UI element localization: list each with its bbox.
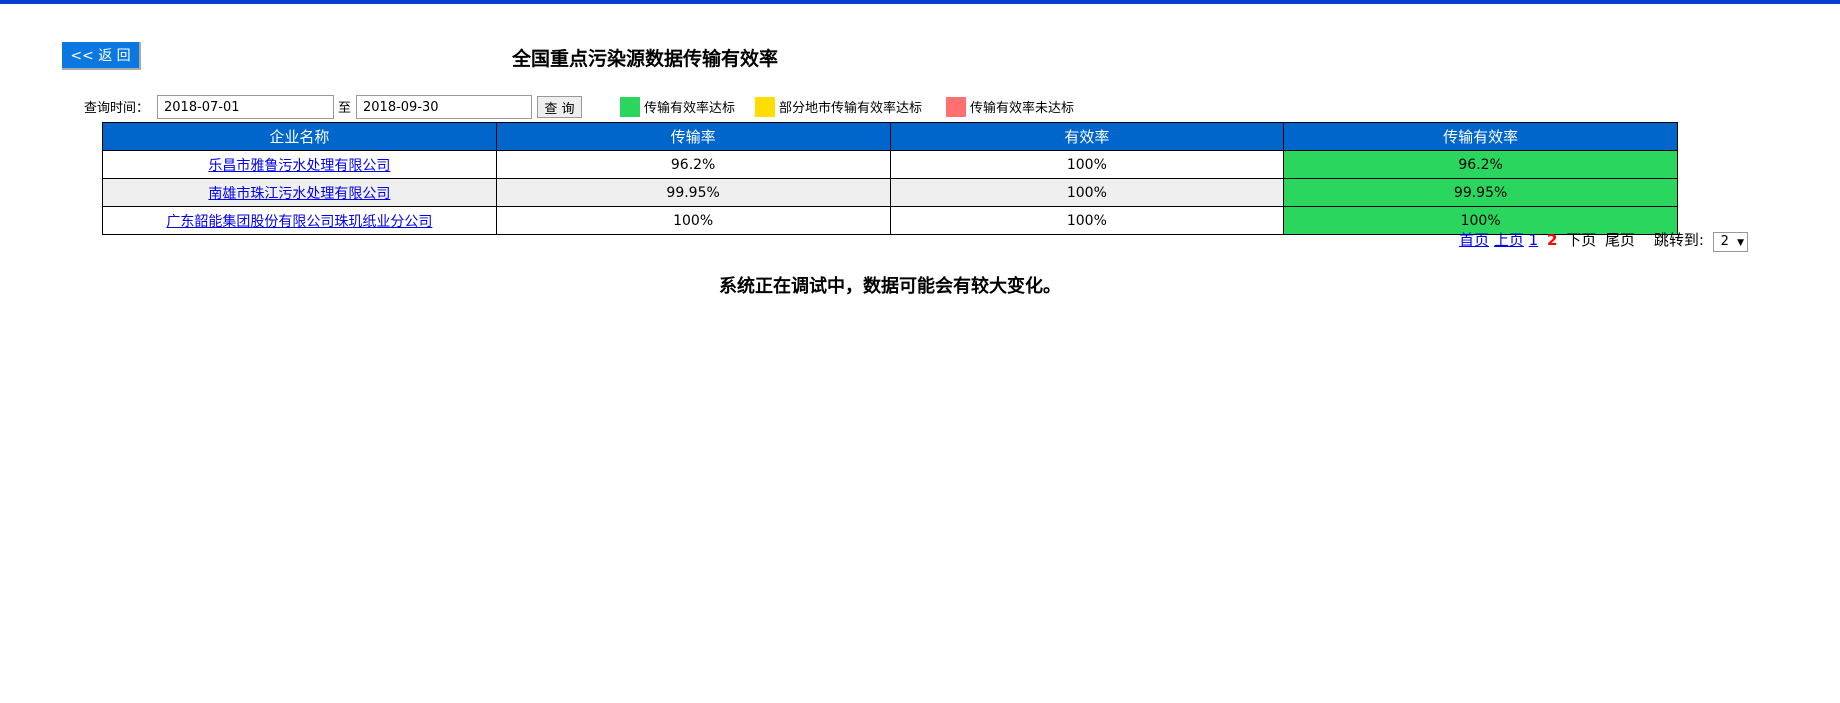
header-cell: 有效率 <box>889 122 1285 151</box>
validity-rate: 100% <box>889 178 1285 207</box>
jump-label: 跳转到: <box>1653 231 1704 249</box>
top-bar <box>0 0 1840 4</box>
query-label: 查询时间： <box>84 101 150 116</box>
company-link[interactable]: 南雄市珠江污水处理有限公司 <box>208 185 391 202</box>
header-cell: 传输有效率 <box>1283 122 1678 151</box>
page-select[interactable]: 2 ▼ <box>1712 232 1748 252</box>
back-button[interactable]: << 返 回 <box>62 42 141 70</box>
table-header: 企业名称 传输率 有效率 传输有效率 <box>102 122 1678 151</box>
table-row: 广东韶能集团股份有限公司珠玑纸业分公司 100% 100% 100% <box>102 206 1678 235</box>
to-label: 至 <box>338 101 352 116</box>
transmission-validity-rate: 96.2% <box>1283 150 1678 179</box>
header-cell: 企业名称 <box>102 122 497 151</box>
header-cell: 传输率 <box>495 122 891 151</box>
next-page-text: 下页 <box>1566 231 1597 249</box>
legend-label: 部分地市传输有效率达标 <box>779 101 923 116</box>
company-link[interactable]: 广东韶能集团股份有限公司珠玑纸业分公司 <box>166 213 433 230</box>
table-row: 南雄市珠江污水处理有限公司 99.95% 100% 99.95% <box>102 178 1678 207</box>
start-date-input[interactable] <box>157 95 334 119</box>
efficiency-table: 企业名称 传输率 有效率 传输有效率 乐昌市雅鲁污水处理有限公司 96.2% 1… <box>102 122 1678 235</box>
validity-rate: 100% <box>889 150 1285 179</box>
table-row: 乐昌市雅鲁污水处理有限公司 96.2% 100% 96.2% <box>102 150 1678 179</box>
transmission-validity-rate: 100% <box>1283 206 1678 235</box>
company-cell: 乐昌市雅鲁污水处理有限公司 <box>102 150 497 179</box>
first-page-link[interactable]: 首页 <box>1459 231 1490 249</box>
page-1-link[interactable]: 1 <box>1528 231 1539 249</box>
transmission-rate: 96.2% <box>495 150 891 179</box>
company-cell: 南雄市珠江污水处理有限公司 <box>102 178 497 207</box>
end-date-input[interactable] <box>356 95 532 119</box>
validity-rate: 100% <box>889 206 1285 235</box>
prev-page-link[interactable]: 上页 <box>1493 231 1524 249</box>
legend-label: 传输有效率未达标 <box>970 101 1075 116</box>
company-cell: 广东韶能集团股份有限公司珠玑纸业分公司 <box>102 206 497 235</box>
last-page-text: 尾页 <box>1605 231 1636 249</box>
page-select-value: 2 <box>1720 234 1729 249</box>
legend-green-swatch <box>620 97 640 117</box>
transmission-validity-rate: 99.95% <box>1283 178 1678 207</box>
legend-red-swatch <box>946 97 966 117</box>
legend-yellow-swatch <box>755 97 775 117</box>
transmission-rate: 100% <box>495 206 891 235</box>
legend-label: 传输有效率达标 <box>644 101 736 116</box>
transmission-rate: 99.95% <box>495 178 891 207</box>
query-button[interactable]: 查 询 <box>537 96 582 118</box>
current-page: 2 <box>1547 231 1558 249</box>
pagination: 首页 上页 1 2 下页 尾页 跳转到: 2 ▼ <box>1459 229 1748 252</box>
company-link[interactable]: 乐昌市雅鲁污水处理有限公司 <box>208 157 391 174</box>
page-title: 全国重点污染源数据传输有效率 <box>511 48 778 70</box>
debug-notice: 系统正在调试中，数据可能会有较大变化。 <box>719 276 1061 297</box>
chevron-down-icon: ▼ <box>1737 238 1744 248</box>
